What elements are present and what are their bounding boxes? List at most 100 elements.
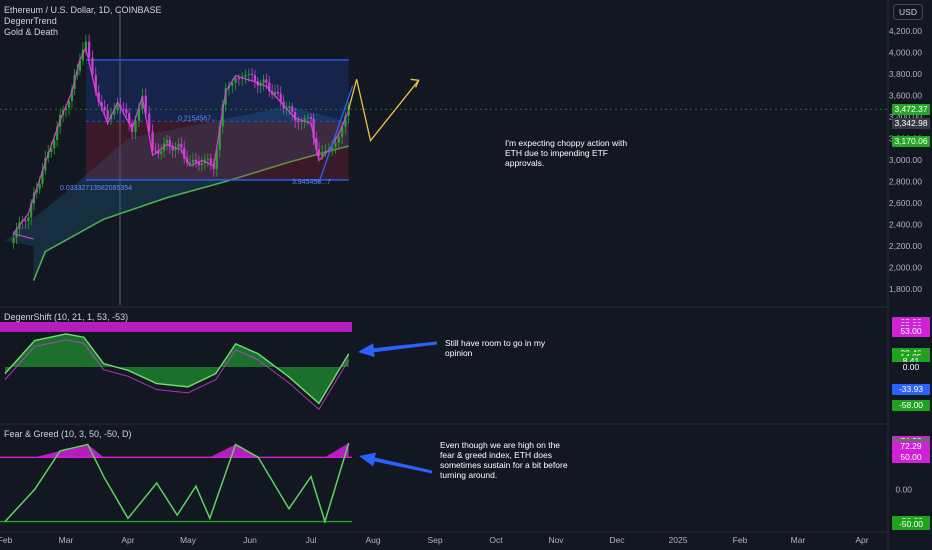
candle-body	[279, 93, 282, 102]
candle-body	[27, 217, 30, 222]
candle-body	[106, 110, 109, 120]
candle-body	[148, 113, 151, 132]
candle-body	[194, 159, 198, 163]
time-axis-label: Feb	[733, 535, 748, 545]
candle-body	[165, 140, 169, 144]
candle-body	[134, 120, 137, 132]
indicator-gold-death-label[interactable]: Gold & Death	[4, 27, 59, 37]
candle-body	[294, 111, 297, 121]
candle-body	[268, 82, 271, 92]
candle-body	[94, 74, 97, 93]
time-axis-label: Sep	[427, 535, 442, 545]
time-axis-label: Oct	[489, 535, 503, 545]
ema-cloud	[5, 106, 349, 281]
price-tick-label: 4,200.00	[889, 26, 922, 36]
symbol-title[interactable]: Ethereum / U.S. Dollar, 1D, COINBASE	[4, 5, 162, 15]
candle-body	[273, 91, 277, 95]
candle-body	[67, 101, 71, 108]
time-axis-label: Nov	[548, 535, 564, 545]
candle-body	[177, 143, 180, 148]
candle-body	[334, 142, 337, 147]
candle-body	[15, 228, 18, 238]
fear-greed-arrow	[359, 452, 432, 474]
fear-greed-tag: 72.29	[892, 441, 930, 453]
candle-body	[84, 41, 87, 50]
candle-body	[35, 189, 38, 193]
candle-body	[38, 183, 41, 190]
candle-body	[171, 146, 174, 151]
candle-body	[53, 140, 56, 149]
candle-body	[300, 120, 303, 123]
candle-body	[97, 92, 100, 103]
fear-greed-annotation: Even though we are high on the fear & gr…	[440, 440, 568, 480]
candle-body	[125, 108, 128, 114]
candle-body	[337, 136, 340, 143]
candle-body	[206, 158, 209, 160]
overbought-band	[0, 322, 352, 332]
candle-body	[340, 126, 344, 137]
candle-body	[91, 57, 94, 75]
candle-body	[41, 170, 44, 184]
degenrshift-area	[5, 333, 349, 404]
candle-body	[151, 131, 154, 151]
time-axis-label: 2025	[669, 535, 688, 545]
candle-body	[306, 117, 309, 119]
candle-body	[76, 71, 79, 76]
fear-greed-tag: 50.00	[892, 451, 930, 463]
time-axis-label: Mar	[59, 535, 74, 545]
candle-body	[265, 79, 268, 83]
candle-body	[188, 162, 192, 164]
candle-body	[141, 95, 144, 109]
time-axis-label: Dec	[609, 535, 625, 545]
degenrshift-annotation: Still have room to go in my opinion	[445, 338, 546, 358]
fear-greed-title[interactable]: Fear & Greed (10, 3, 50, -50, D)	[4, 429, 132, 439]
candle-body	[154, 150, 157, 152]
candle-body	[113, 110, 116, 115]
candle-body	[324, 150, 327, 153]
currency-button[interactable]: USD	[893, 4, 923, 20]
candle-body	[174, 147, 177, 151]
candle-body	[321, 152, 324, 156]
candle-body	[24, 220, 27, 222]
candle-body	[56, 126, 59, 141]
candle-body	[244, 74, 247, 77]
price-tick-label: 3,800.00	[889, 69, 922, 79]
ema-fast-line	[12, 46, 350, 240]
greed-fill	[5, 443, 349, 458]
degenrshift-title[interactable]: DegenrShift (10, 21, 1, 53, -53)	[4, 312, 129, 322]
channel-label: 0.03332713582085354	[60, 185, 132, 192]
candle-body	[137, 108, 141, 121]
candle-body	[231, 82, 234, 86]
candle-body	[180, 143, 183, 148]
candle-body	[237, 78, 241, 80]
candle-body	[157, 150, 160, 154]
candle-body	[262, 79, 265, 84]
oscillator-tag: 53.00	[892, 326, 930, 338]
candle-body	[344, 115, 347, 127]
candle-body	[250, 74, 254, 76]
oscillator-tag: -33.93	[892, 383, 930, 395]
channel-label: 0.2154567...	[178, 115, 217, 122]
candle-body	[144, 95, 147, 114]
price-tag: 3,170.06	[892, 136, 930, 148]
candle-body	[234, 78, 237, 83]
chart-legend: Ethereum / U.S. Dollar, 1D, COINBASE Deg…	[4, 5, 162, 38]
main-annotation: I'm expecting choppy action with ETH due…	[505, 138, 628, 168]
candle-body	[247, 74, 250, 76]
fear-greed-line	[4, 442, 350, 525]
candle-body	[309, 117, 313, 119]
projection-path	[348, 79, 420, 143]
candle-body	[221, 104, 224, 127]
candle-body	[317, 149, 321, 156]
oscillator-tag: 0.00	[892, 361, 930, 373]
candle-body	[224, 88, 227, 105]
candle-body	[160, 151, 163, 154]
time-axis-label: Apr	[121, 535, 134, 545]
candle-body	[215, 150, 218, 169]
indicator-degenrtrend-label[interactable]: DegenrTrend	[4, 16, 57, 26]
candle-body	[331, 146, 334, 150]
degenrshift-arrow	[358, 341, 437, 358]
candle-body	[103, 106, 106, 111]
time-axis-label: Aug	[365, 535, 380, 545]
